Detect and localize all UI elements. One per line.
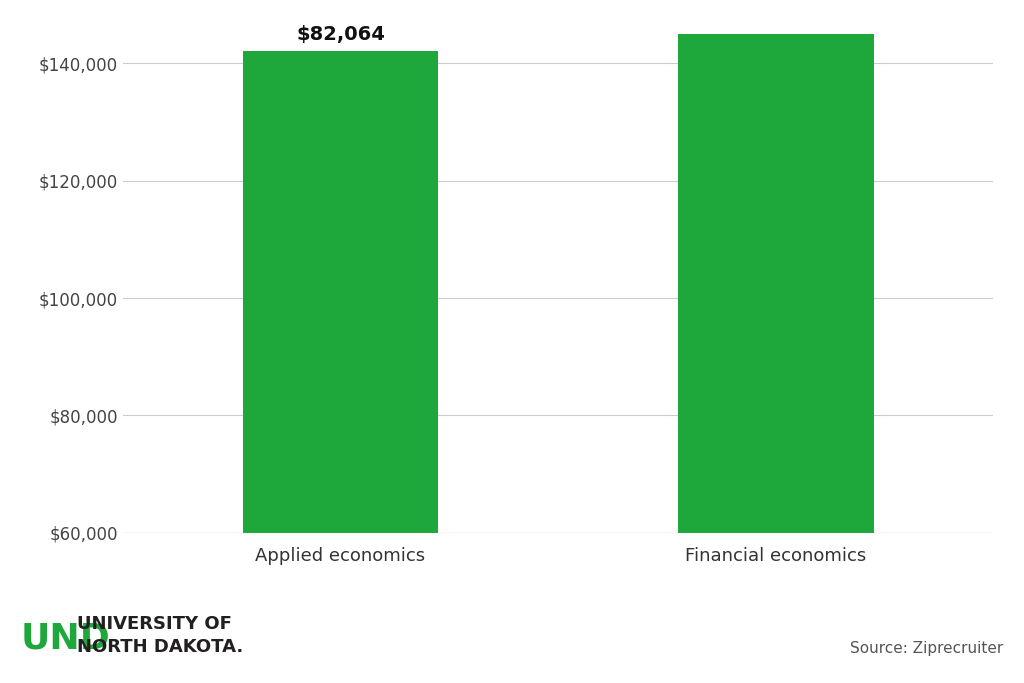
Text: $82,064: $82,064 xyxy=(296,25,385,44)
Bar xyxy=(243,51,438,533)
Text: UNIVERSITY OF
NORTH DAKOTA.: UNIVERSITY OF NORTH DAKOTA. xyxy=(77,615,243,656)
Text: Source: Ziprecruiter: Source: Ziprecruiter xyxy=(850,641,1004,656)
Text: UND: UND xyxy=(20,622,111,656)
Bar xyxy=(678,0,873,533)
